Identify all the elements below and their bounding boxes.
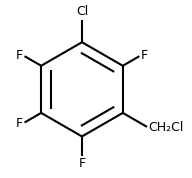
Text: Cl: Cl bbox=[76, 5, 88, 18]
Text: F: F bbox=[16, 117, 23, 130]
Text: F: F bbox=[78, 157, 86, 170]
Text: CH₂Cl: CH₂Cl bbox=[148, 121, 184, 134]
Text: F: F bbox=[141, 49, 148, 62]
Text: F: F bbox=[16, 49, 23, 62]
